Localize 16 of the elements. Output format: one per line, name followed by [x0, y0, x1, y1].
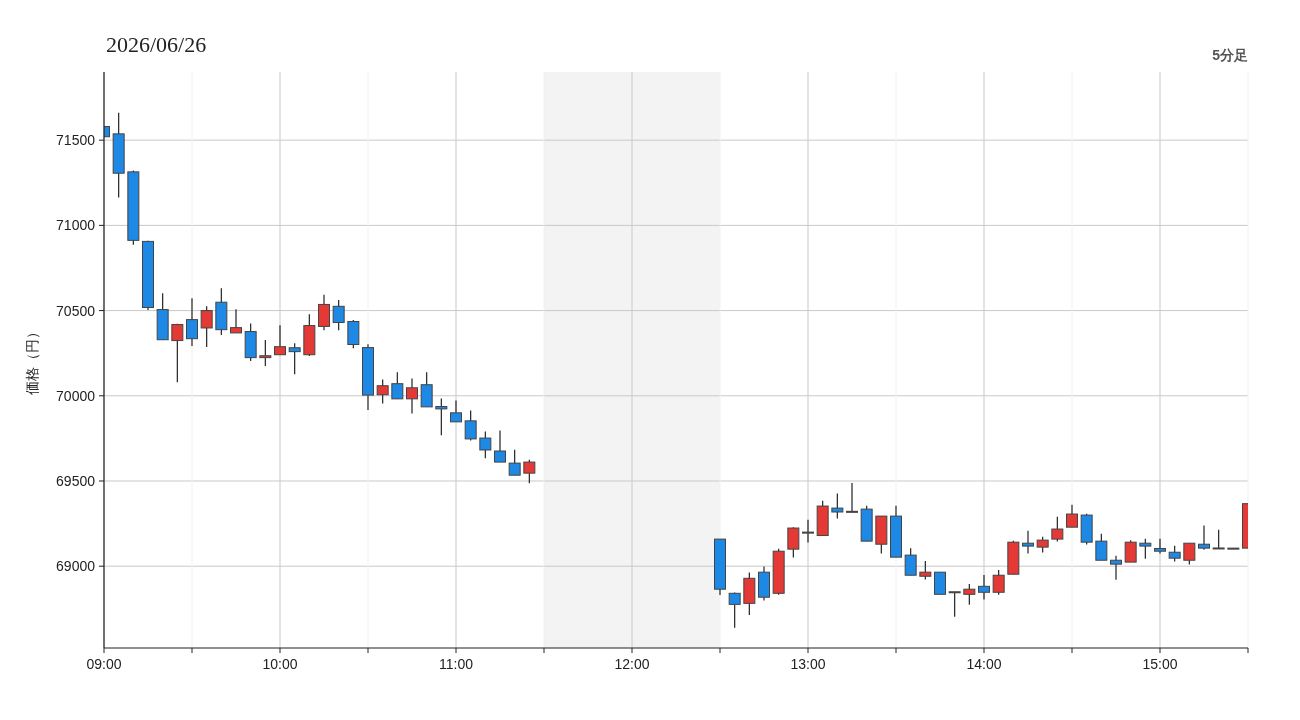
- x-tick-label: 12:00: [614, 656, 650, 672]
- chart-title: 2026/06/26: [106, 32, 207, 57]
- x-tick-label: 15:00: [1142, 656, 1178, 672]
- y-tick-label: 71000: [56, 217, 96, 234]
- x-tick-label: 13:00: [790, 656, 826, 672]
- y-tick-label: 70000: [56, 387, 96, 404]
- x-tick-label: 14:00: [966, 656, 1002, 672]
- y-tick-label: 69500: [56, 472, 96, 489]
- y-axis-title: 価格（円）: [24, 325, 40, 395]
- x-tick-label: 09:00: [86, 656, 122, 672]
- y-tick-label: 69000: [56, 558, 96, 575]
- text: 5分足: [1212, 47, 1248, 63]
- y-tick-label: 70500: [56, 302, 96, 319]
- y-tick-label: 71500: [56, 132, 96, 149]
- x-tick-label: 10:00: [262, 656, 298, 672]
- x-tick-label: 11:00: [439, 656, 474, 672]
